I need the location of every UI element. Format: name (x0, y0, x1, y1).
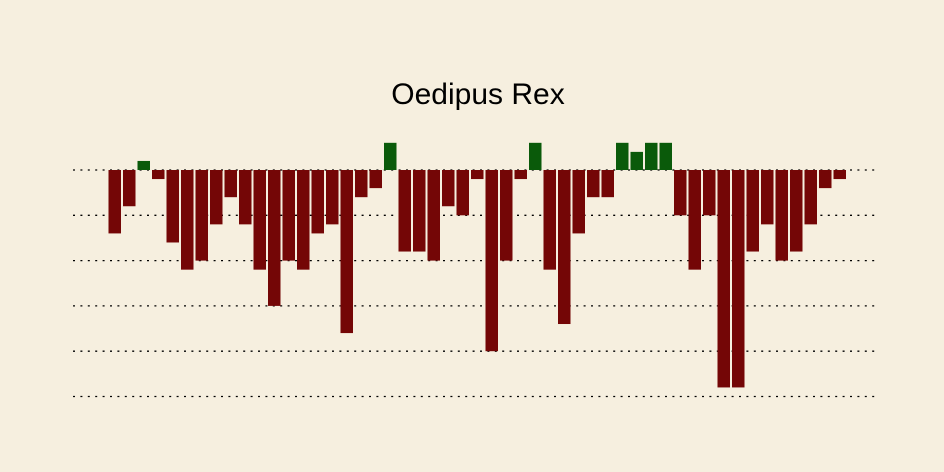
bar-43 (732, 170, 745, 388)
bar-29 (529, 142, 542, 170)
bar-40 (688, 170, 701, 270)
bar-44 (746, 170, 759, 252)
bar-16 (340, 170, 353, 334)
bar-28 (514, 170, 527, 180)
bar-32 (572, 170, 585, 234)
bars (108, 142, 846, 388)
bar-47 (790, 170, 803, 252)
bar-45 (761, 170, 774, 225)
bar-2 (137, 160, 150, 170)
bar-37 (645, 142, 658, 170)
bar-30 (543, 170, 556, 270)
bar-6 (195, 170, 208, 261)
bar-41 (703, 170, 716, 216)
bar-4 (166, 170, 179, 243)
bar-3 (152, 170, 165, 180)
bar-22 (427, 170, 440, 261)
bar-15 (326, 170, 339, 225)
bar-24 (456, 170, 469, 216)
bar-31 (558, 170, 571, 325)
bar-5 (181, 170, 194, 270)
bar-46 (775, 170, 788, 261)
bar-20 (398, 170, 411, 252)
bar-33 (587, 170, 600, 198)
bar-19 (384, 142, 397, 170)
bar-12 (282, 170, 295, 261)
bar-25 (471, 170, 484, 180)
bar-42 (717, 170, 730, 388)
bar-35 (616, 142, 629, 170)
bar-8 (224, 170, 237, 198)
bar-1 (123, 170, 136, 207)
bar-27 (500, 170, 513, 261)
bar-34 (601, 170, 614, 198)
bar-7 (210, 170, 223, 225)
bar-13 (297, 170, 310, 270)
bar-26 (485, 170, 498, 352)
bar-38 (659, 142, 672, 170)
bar-0 (108, 170, 121, 234)
bar-48 (804, 170, 817, 225)
bar-36 (630, 151, 643, 170)
bar-21 (413, 170, 426, 252)
bar-11 (268, 170, 281, 306)
bar-49 (819, 170, 832, 189)
bar-17 (355, 170, 368, 198)
bar-39 (674, 170, 687, 216)
bar-14 (311, 170, 324, 234)
bar-18 (369, 170, 382, 189)
chart-title: Oedipus Rex (391, 78, 565, 111)
bar-9 (239, 170, 252, 225)
bar-23 (442, 170, 455, 207)
bar-50 (833, 170, 846, 180)
bar-10 (253, 170, 266, 270)
